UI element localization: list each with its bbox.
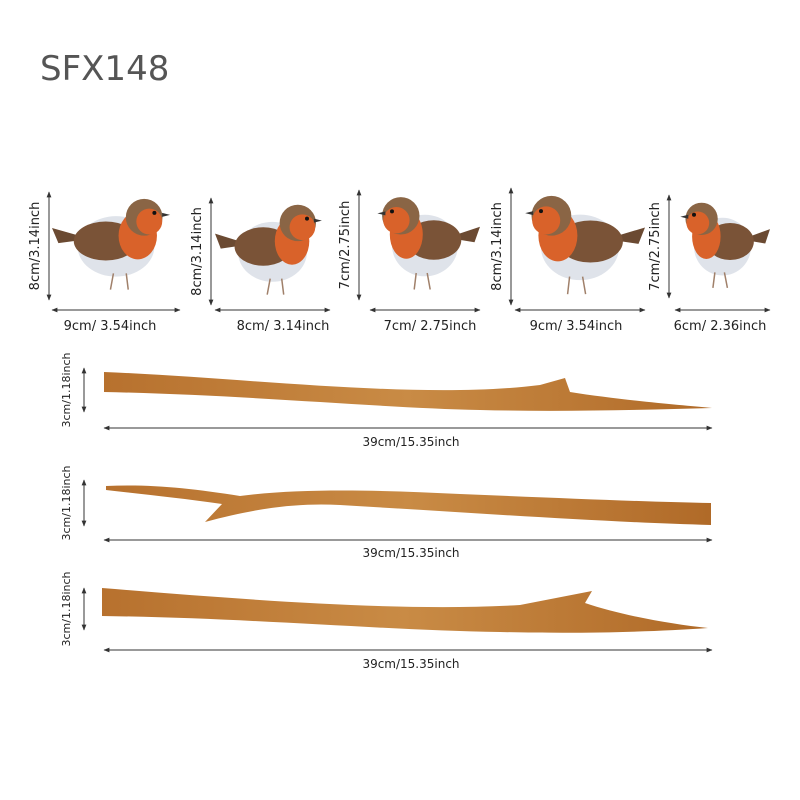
bird-legs	[413, 272, 431, 290]
bird-eye	[539, 209, 543, 214]
height-label: 7cm/2.75inch	[648, 202, 663, 291]
width-label: 39cm/15.35inch	[362, 546, 459, 560]
bird-eye	[390, 209, 394, 214]
bird-beak	[377, 211, 386, 216]
bird-image	[377, 197, 480, 290]
bird-beak	[162, 212, 171, 217]
height-label: 3cm/1.18inch	[60, 465, 73, 540]
bird-legs	[712, 272, 729, 288]
height-label: 8cm/3.14inch	[190, 207, 205, 296]
width-label: 39cm/15.35inch	[362, 435, 459, 449]
bird-legs	[566, 276, 587, 295]
bird-beak	[525, 211, 534, 216]
width-label: 9cm/ 3.54inch	[64, 319, 157, 334]
bird-face	[383, 207, 410, 234]
width-label: 39cm/15.35inch	[362, 657, 459, 671]
height-label: 3cm/1.18inch	[60, 571, 73, 646]
width-label: 9cm/ 3.54inch	[530, 319, 623, 334]
bird-image	[525, 195, 645, 295]
height-label: 3cm/1.18inch	[60, 352, 73, 427]
bird-legs	[109, 273, 129, 290]
bird-face	[686, 211, 710, 235]
branch-image	[106, 485, 711, 525]
title: SFX148	[40, 49, 169, 89]
width-label: 6cm/ 2.36inch	[674, 319, 767, 334]
width-label: 7cm/ 2.75inch	[384, 319, 477, 334]
bird-eye	[305, 216, 309, 221]
height-label: 8cm/3.14inch	[490, 202, 505, 291]
height-label: 8cm/3.14inch	[28, 202, 43, 291]
height-label: 7cm/2.75inch	[338, 201, 353, 290]
branch-image	[104, 372, 712, 411]
bird-face	[136, 208, 163, 235]
width-label: 8cm/ 3.14inch	[237, 319, 330, 334]
branch-image	[102, 588, 708, 633]
bird-legs	[266, 278, 285, 295]
bird-image	[680, 202, 770, 288]
bird-eye	[692, 212, 696, 217]
bird-image	[52, 198, 171, 290]
bird-image	[215, 204, 322, 295]
bird-beak	[680, 214, 689, 219]
bird-eye	[152, 210, 157, 215]
bird-face	[289, 214, 316, 241]
bird-face	[532, 206, 561, 235]
bird-beak	[313, 218, 322, 223]
